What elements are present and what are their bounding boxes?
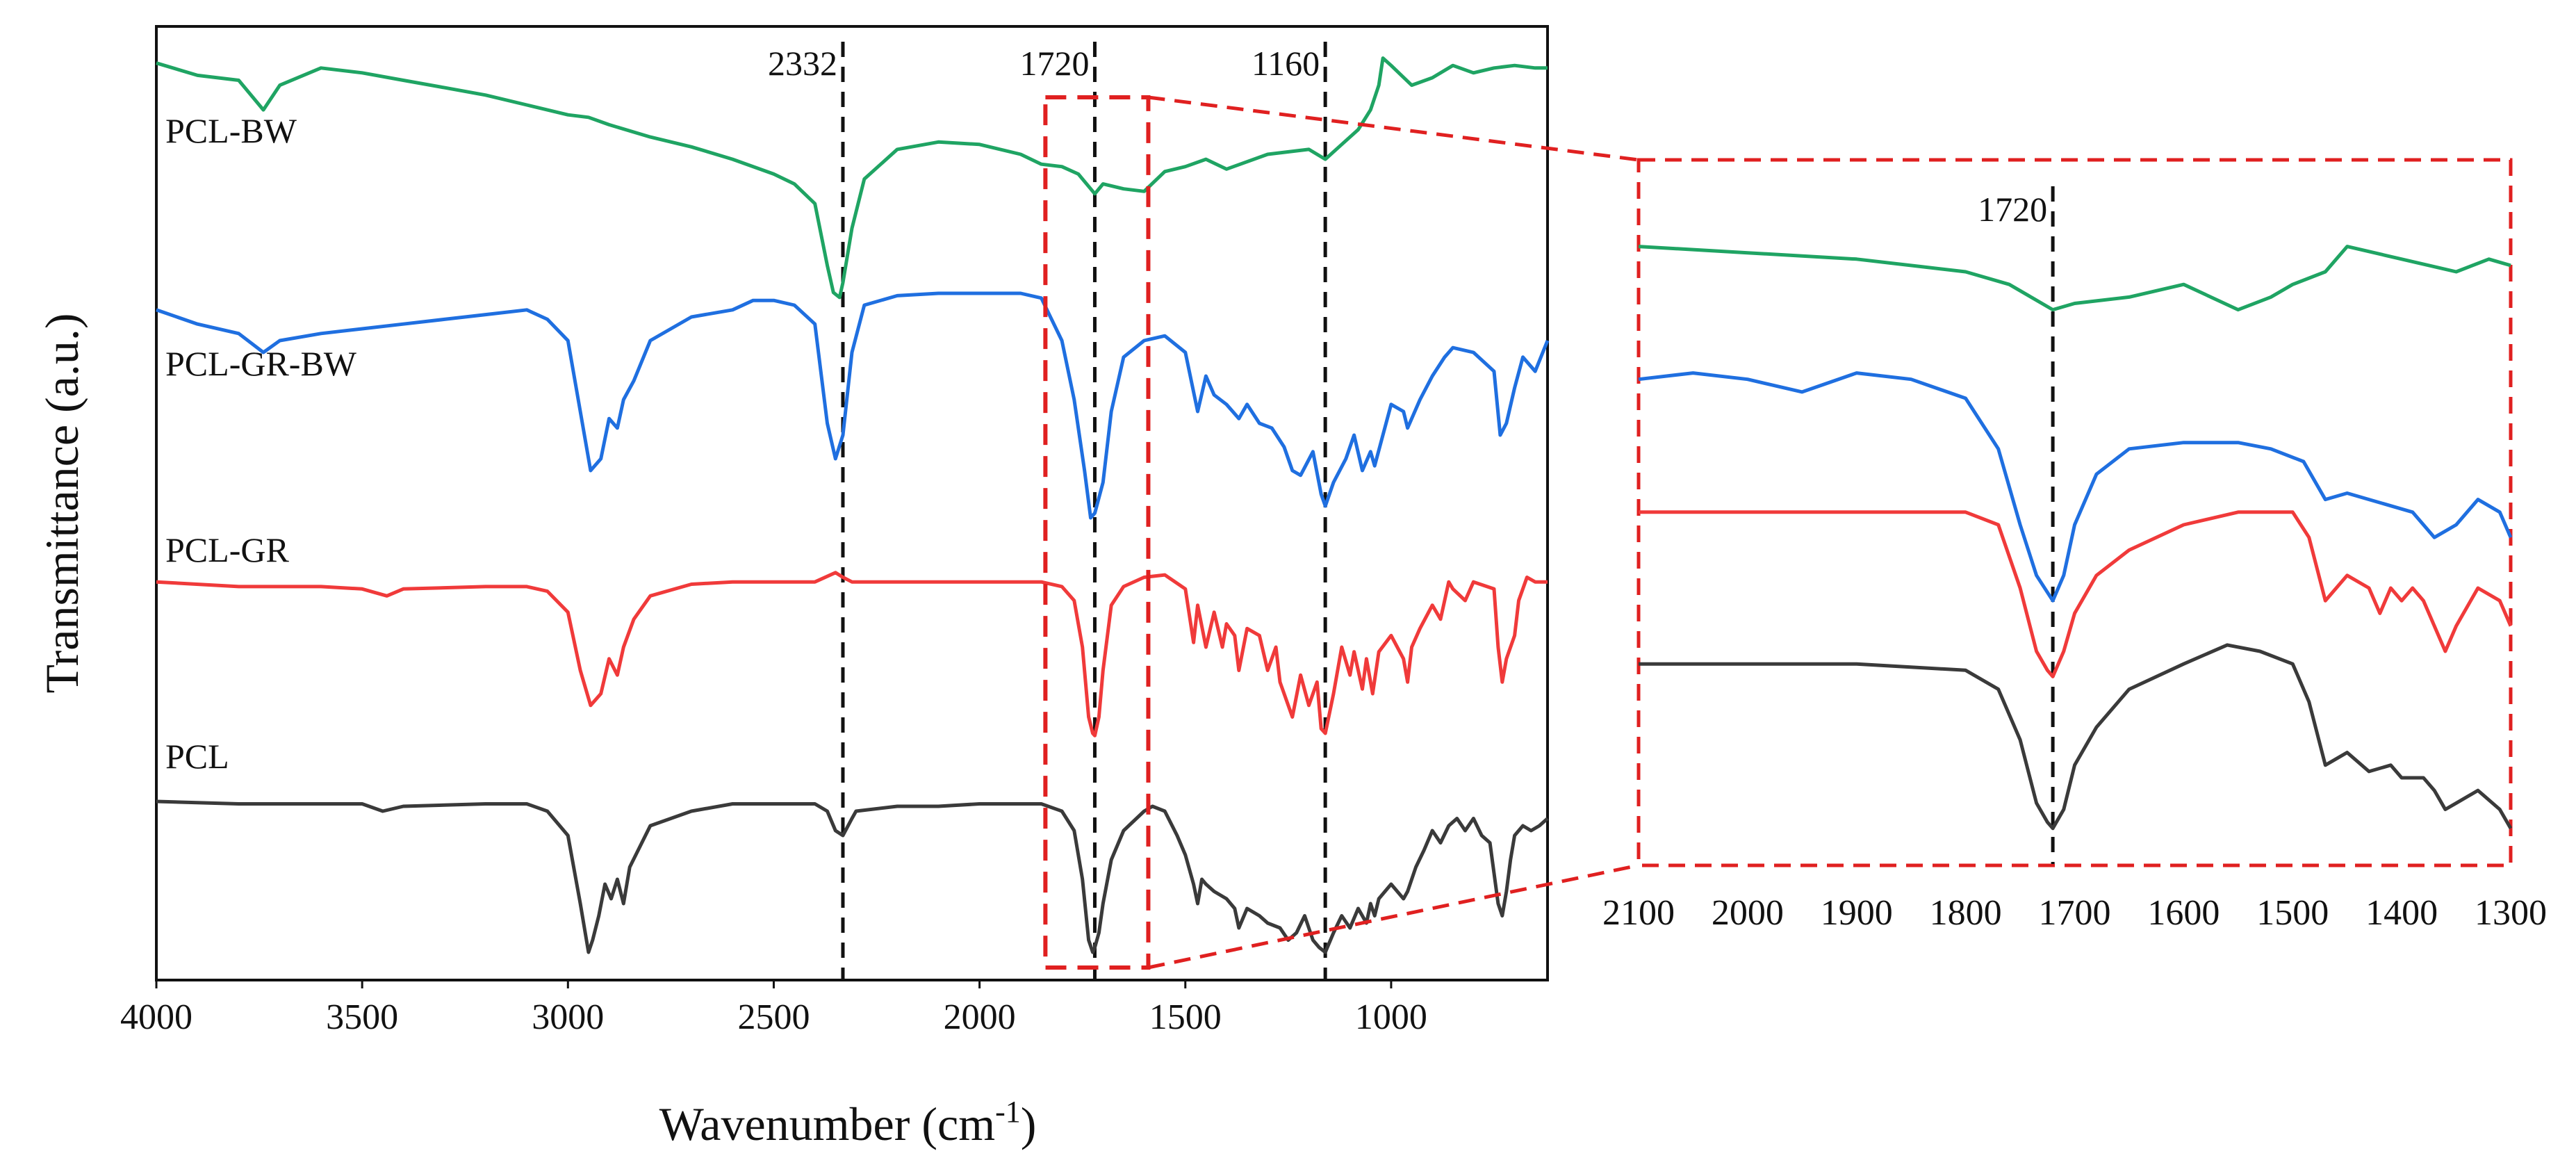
main-series-labels: PCL-BW PCL-GR-BW PCL-GR PCL [165, 111, 357, 776]
zoom-box [1043, 95, 1151, 970]
series-label-pcl-gr: PCL-GR [165, 530, 289, 569]
series-line-pcl [156, 799, 1549, 954]
x-axis-title: Wavenumber (cm-1) [659, 1095, 1037, 1150]
main-x-ticks: 4000 3500 3000 2500 2000 1500 1000 [120, 980, 1427, 1037]
reference-label-1720: 1720 [1019, 44, 1089, 83]
main-reference-lines: 2332 1720 1160 [768, 42, 1327, 979]
reference-label-2332: 2332 [768, 44, 837, 83]
zoom-connector-top [1148, 95, 1639, 162]
series-line-pcl-bw [156, 56, 1548, 300]
inset-x-tick-label: 1500 [2256, 893, 2329, 933]
x-axis-title-main: Wavenumber (cm [659, 1098, 996, 1150]
main-x-tick-label: 1000 [1355, 997, 1427, 1037]
x-axis-title-superscript: -1 [995, 1095, 1021, 1129]
main-x-tick-label: 3000 [532, 997, 604, 1037]
main-x-tick-label: 4000 [120, 997, 192, 1037]
inset-x-tick-label: 2100 [1602, 893, 1675, 933]
inset-x-ticks: 2100 2000 1900 1800 1700 1600 1500 1400 1300 [1602, 893, 2547, 933]
zoom-connector-bottom [1147, 863, 1639, 970]
inset-series-line-pcl-gr-bw [1638, 371, 2513, 603]
main-x-tick-label: 3500 [326, 997, 398, 1037]
zoom-indicator [1043, 95, 1639, 970]
inset-series-group [1638, 245, 2513, 831]
series-label-pcl: PCL [165, 737, 229, 776]
main-series-group [156, 56, 1550, 954]
x-axis-title-close: ) [1021, 1098, 1037, 1150]
inset-x-tick-label: 2000 [1712, 893, 1784, 933]
series-label-pcl-gr-bw: PCL-GR-BW [165, 344, 357, 383]
series-line-pcl-gr [156, 571, 1548, 737]
inset-x-tick-label: 1400 [2365, 893, 2438, 933]
inset-x-tick-label: 1800 [1930, 893, 2002, 933]
main-x-tick-label: 2000 [944, 997, 1016, 1037]
inset-x-tick-label: 1700 [2039, 893, 2111, 933]
inset-x-tick-label: 1600 [2147, 893, 2220, 933]
main-x-tick-label: 1500 [1149, 997, 1222, 1037]
series-line-pcl-gr-bw [156, 291, 1550, 520]
series-label-pcl-bw: PCL-BW [165, 111, 297, 150]
inset-series-line-pcl-gr [1639, 510, 2513, 678]
inset-reference-lines: 1720 [1978, 186, 2055, 864]
main-x-tick-label: 2500 [737, 997, 810, 1037]
inset-series-line-pcl [1639, 643, 2513, 831]
inset-reference-label-1720: 1720 [1978, 190, 2047, 229]
main-plot-frame [155, 25, 1549, 981]
y-axis-title: Transmittance (a.u.) [35, 313, 88, 693]
inset-x-tick-label: 1300 [2475, 893, 2547, 933]
inset-x-tick-label: 1900 [1821, 893, 1893, 933]
inset-series-line-pcl-bw [1638, 245, 2511, 312]
reference-label-1160: 1160 [1252, 44, 1320, 83]
